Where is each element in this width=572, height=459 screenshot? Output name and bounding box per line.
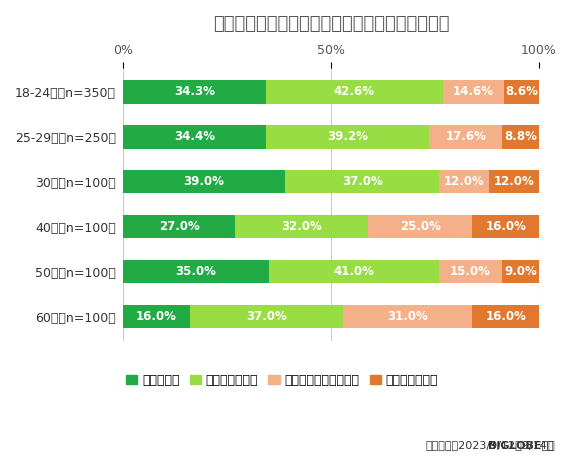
Bar: [443, 80, 504, 104]
Bar: [344, 305, 472, 328]
Bar: [123, 260, 269, 283]
Bar: [123, 170, 285, 193]
Text: 12.0%: 12.0%: [444, 175, 484, 188]
Text: 35.0%: 35.0%: [176, 265, 216, 278]
Text: 27.0%: 27.0%: [159, 220, 200, 233]
Text: 25.0%: 25.0%: [400, 220, 441, 233]
Text: 39.0%: 39.0%: [184, 175, 225, 188]
Bar: [123, 125, 266, 149]
Bar: [123, 305, 189, 328]
Text: 41.0%: 41.0%: [333, 265, 374, 278]
Bar: [266, 125, 429, 149]
Bar: [472, 215, 539, 238]
Text: 9.0%: 9.0%: [504, 265, 537, 278]
Text: 37.0%: 37.0%: [342, 175, 383, 188]
Bar: [265, 80, 443, 104]
Text: 16.0%: 16.0%: [485, 220, 526, 233]
Bar: [429, 125, 502, 149]
Bar: [502, 260, 539, 283]
Bar: [439, 260, 502, 283]
Bar: [235, 215, 368, 238]
Bar: [489, 170, 539, 193]
Text: 31.0%: 31.0%: [388, 310, 428, 323]
Text: 34.4%: 34.4%: [174, 130, 215, 143]
Bar: [269, 260, 439, 283]
Text: 34.3%: 34.3%: [174, 85, 214, 99]
Bar: [439, 170, 489, 193]
Text: 16.0%: 16.0%: [485, 310, 526, 323]
Bar: [189, 305, 344, 328]
Text: 調査期間：2023/9/12〜9/14: 調査期間：2023/9/12〜9/14: [426, 440, 554, 450]
Text: 37.0%: 37.0%: [246, 310, 287, 323]
Text: 14.6%: 14.6%: [453, 85, 494, 99]
Text: 39.2%: 39.2%: [327, 130, 368, 143]
Bar: [285, 170, 439, 193]
Bar: [472, 305, 539, 328]
Bar: [504, 80, 539, 104]
Text: 32.0%: 32.0%: [281, 220, 322, 233]
Bar: [368, 215, 472, 238]
Text: 16.0%: 16.0%: [136, 310, 177, 323]
Text: 15.0%: 15.0%: [450, 265, 491, 278]
Bar: [123, 80, 265, 104]
Bar: [502, 125, 539, 149]
Text: BIGLOBE調べ: BIGLOBE調べ: [488, 440, 555, 450]
Legend: あてはまる, ややあてはまる, あまりあてはまらない, あてはまらない: あてはまる, ややあてはまる, あまりあてはまらない, あてはまらない: [121, 369, 443, 392]
Text: 8.8%: 8.8%: [505, 130, 537, 143]
Title: オンラインで済むものはオンラインで済ませたい: オンラインで済むものはオンラインで済ませたい: [213, 15, 449, 33]
Text: 17.6%: 17.6%: [446, 130, 486, 143]
Text: 42.6%: 42.6%: [334, 85, 375, 99]
Text: 12.0%: 12.0%: [494, 175, 534, 188]
Bar: [123, 215, 235, 238]
Text: 8.6%: 8.6%: [505, 85, 538, 99]
